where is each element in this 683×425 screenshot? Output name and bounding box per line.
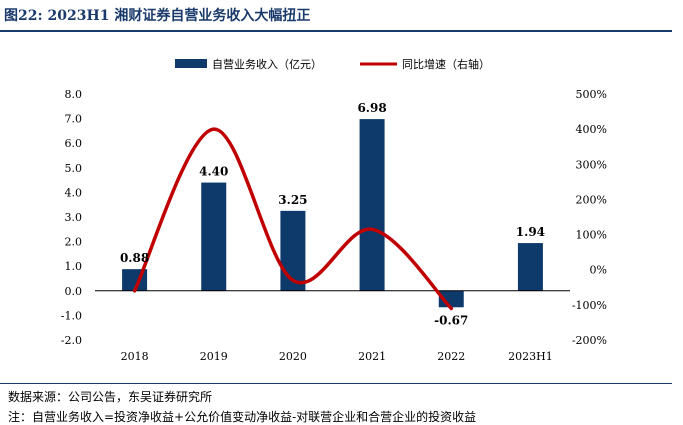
right-tick-label: -100%	[572, 299, 607, 312]
x-tick-label: 2019	[200, 350, 228, 363]
left-tick-label: 7.0	[65, 113, 83, 126]
legend: 自营业务收入（亿元） 同比增速（右轴）	[175, 57, 490, 71]
right-tick-label: 500%	[576, 88, 607, 101]
bar	[517, 243, 543, 291]
left-tick-label: 8.0	[65, 88, 83, 101]
right-tick-label: 300%	[576, 158, 607, 171]
left-tick-label: -1.0	[61, 309, 82, 322]
bars	[122, 119, 543, 308]
right-tick-label: 0%	[590, 264, 607, 277]
bar-data-labels: 0.88 4.40 3.25 6.98 -0.67 1.94	[120, 101, 545, 327]
right-tick-label: -200%	[572, 334, 607, 347]
bar-data-label: 1.94	[516, 225, 545, 239]
bar	[359, 119, 385, 291]
left-axis-ticks: 8.0 7.0 6.0 5.0 4.0 3.0 2.0 1.0 0.0 -1.0 -2.0	[61, 88, 82, 347]
x-tick-label: 2022	[437, 350, 465, 363]
x-tick-label: 2023H1	[508, 350, 553, 363]
note-text: 注：自营业务收入=投资净收益+公允价值变动净收益-对联营企业和合营企业的投资收益	[8, 410, 477, 424]
figure-title: 图22: 2023H1 湘财证券自营业务收入大幅扭正	[4, 8, 311, 24]
bar-data-label: 3.25	[278, 193, 307, 207]
bar-data-label: 4.40	[199, 165, 228, 179]
x-axis-ticks: 2018 2019 2020 2021 2022 2023H1	[121, 350, 553, 363]
left-tick-label: -2.0	[61, 334, 82, 347]
growth-rate-line	[132, 127, 454, 311]
bar	[280, 210, 306, 291]
top-rule	[0, 30, 672, 32]
left-tick-label: 2.0	[65, 236, 83, 249]
left-tick-label: 5.0	[65, 162, 83, 175]
x-tick-label: 2020	[279, 350, 307, 363]
legend-line-label: 同比增速（右轴）	[402, 57, 490, 71]
bar-data-label: -0.67	[434, 313, 468, 327]
left-tick-label: 1.0	[65, 260, 83, 273]
right-tick-label: 400%	[576, 123, 607, 136]
legend-bar-label: 自营业务收入（亿元）	[212, 57, 322, 71]
left-tick-label: 6.0	[65, 137, 83, 150]
bar-data-label: 6.98	[357, 101, 386, 115]
source-text: 数据来源：公司公告，东吴证券研究所	[8, 390, 213, 404]
bottom-rule	[0, 383, 672, 384]
x-tick-label: 2021	[358, 350, 386, 363]
left-tick-label: 0.0	[65, 285, 83, 298]
right-tick-label: 200%	[576, 193, 607, 206]
bar-data-label: 0.88	[120, 251, 149, 265]
right-tick-label: 100%	[576, 229, 607, 242]
bar	[201, 182, 227, 291]
left-tick-label: 4.0	[65, 186, 83, 199]
left-tick-label: 3.0	[65, 211, 83, 224]
legend-bar-swatch	[175, 59, 207, 68]
x-tick-label: 2018	[121, 350, 149, 363]
right-axis-ticks: 500% 400% 300% 200% 100% 0% -100% -200%	[572, 88, 607, 347]
